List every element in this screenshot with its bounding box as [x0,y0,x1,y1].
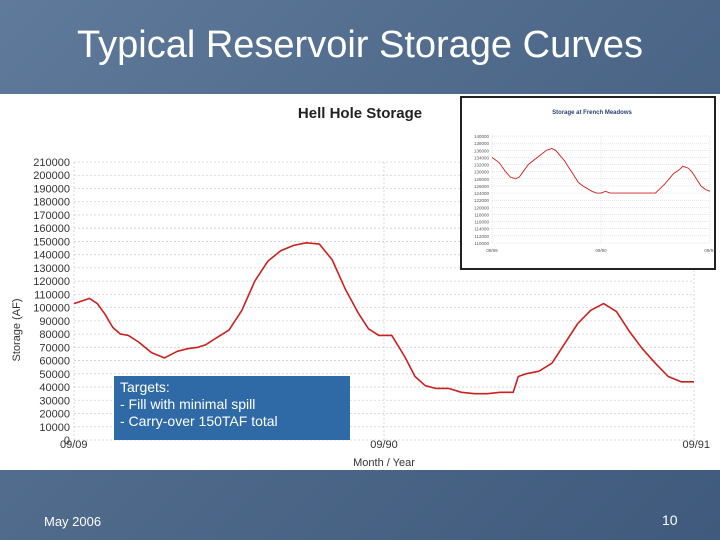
y-tick-label: 100000 [33,303,70,315]
slide-title: Typical Reservoir Storage Curves [77,24,643,66]
inset-y-tick-label: 116000 [474,220,489,225]
y-tick-label: 120000 [33,276,70,288]
x-tick-label: 09/09 [60,439,88,451]
page-number: 10 [662,512,678,528]
inset-y-tick-label: 124000 [474,191,490,196]
y-tick-label: 190000 [33,183,70,195]
inset-y-tick-label: 134000 [474,155,490,160]
y-axis-label: Storage (AF) [11,299,23,362]
french-meadows-inset-chart: Storage at French Meadows 140000 138000 13… [460,96,716,270]
y-tick-label: 130000 [33,263,70,275]
y-tick-label: 70000 [39,342,70,354]
inset-y-tick-label: 110000 [474,241,489,246]
y-tick-label: 210000 [33,157,70,169]
inset-y-tick-label: 136000 [474,148,490,153]
y-tick-label: 10000 [39,422,70,434]
inset-y-tick-label: 126000 [474,184,490,189]
x-tick-label: 09/90 [370,439,398,451]
footer-date: May 2006 [44,514,102,529]
targets-heading: Targets: [120,379,170,395]
inset-y-tick-label: 118000 [474,212,489,217]
inset-y-tick-label: 114000 [474,227,489,232]
target-item-spill: - Fill with minimal spill [120,396,256,412]
y-tick-label: 90000 [39,316,70,328]
inset-y-tick-label: 128000 [474,177,490,182]
y-tick-label: 40000 [39,382,70,394]
inset-y-tick-label: 120000 [474,205,490,210]
y-tick-label: 20000 [39,409,70,421]
inset-y-tick-label: 130000 [474,170,490,175]
y-tick-label: 160000 [33,223,70,235]
y-tick-label: 80000 [39,329,70,341]
y-tick-label: 110000 [34,289,70,301]
targets-callout: Targets: - Fill with minimal spill - Car… [114,376,350,440]
inset-x-tick-label: 09/89 [486,248,498,253]
y-tick-label: 60000 [39,356,70,368]
french-meadows-chart: Storage at French Meadows 140000 138000 13… [474,110,714,253]
y-tick-label: 0 [64,435,70,447]
inset-x-tick-label: 09/90 [595,248,607,253]
y-tick-label: 170000 [33,210,70,222]
y-tick-label: 30000 [39,395,70,407]
storage-series-line [73,242,694,395]
inset-storage-series-line [491,148,711,194]
y-tick-label: 200000 [33,170,70,182]
y-tick-label: 50000 [39,369,70,381]
chart-panel: Hell Hole Storage Storage (AF) Month / Y… [0,94,720,470]
inset-chart-title: Storage at French Meadows [552,110,632,116]
x-axis-label: Month / Year [353,457,415,469]
y-tick-label: 150000 [33,236,70,248]
inset-y-tick-label: 138000 [474,141,490,146]
inset-y-tick-label: 112000 [474,234,489,239]
inset-x-tick-label: 09/91 [704,248,714,253]
x-tick-label: 09/91 [682,439,710,451]
inset-y-tick-label: 132000 [474,163,490,168]
inset-y-tick-label: 122000 [474,198,490,203]
target-item-carryover: - Carry-over 150TAF total [120,413,278,429]
chart-title: Hell Hole Storage [298,105,422,122]
y-tick-label: 140000 [33,250,70,262]
y-tick-label: 180000 [33,197,70,209]
inset-y-tick-label: 140000 [474,134,490,139]
hell-hole-storage-chart: Hell Hole Storage Storage (AF) Month / Y… [11,105,710,469]
